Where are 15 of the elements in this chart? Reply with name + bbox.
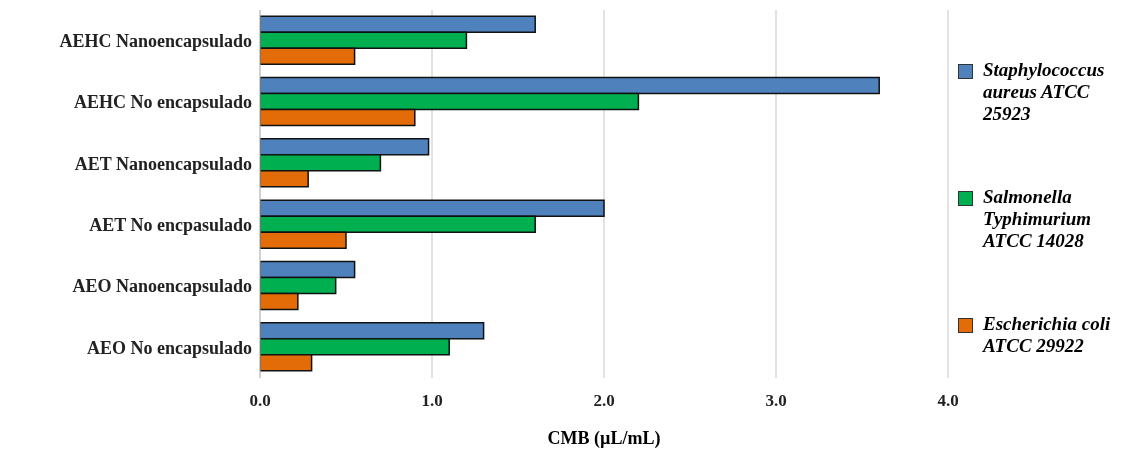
y-tick-label: AET No encpasulado <box>89 215 252 236</box>
x-tick-label: 2.0 <box>593 391 615 411</box>
y-tick-label: AEHC Nanoencapsulado <box>59 31 252 52</box>
x-tick-label: 3.0 <box>765 391 787 411</box>
y-tick-label: AEO Nanoencapsulado <box>72 276 252 297</box>
y-tick-label: AEHC No encapsulado <box>73 92 252 113</box>
x-tick-label: 4.0 <box>937 391 959 411</box>
x-tick-label: 1.0 <box>421 391 443 411</box>
x-axis-title: CMB (µL/mL) <box>546 428 662 449</box>
x-tick-label: 0.0 <box>249 391 271 411</box>
y-tick-label: AEO No encapsulado <box>86 337 252 358</box>
y-tick-label: AET Nanoencapsulado <box>74 153 252 174</box>
legend-label: Staphylococcus aureus ATCC 25923 <box>983 58 1106 125</box>
legend-label: Salmonella Typhimurium ATCC 14028 <box>983 185 1093 252</box>
legend-label: Escherichia coli ATCC 29922 <box>983 313 1112 358</box>
